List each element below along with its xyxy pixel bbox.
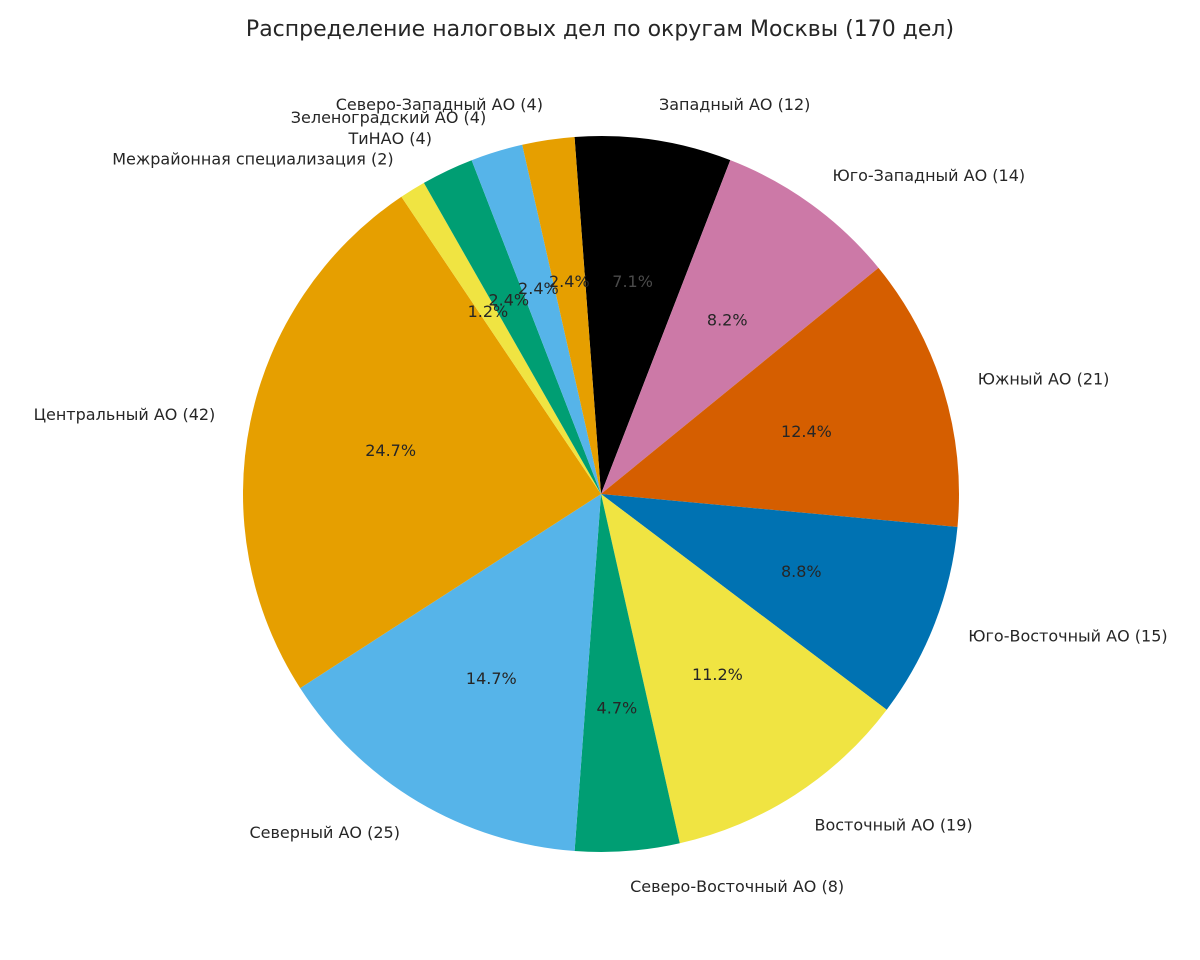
chart-title: Распределение налоговых дел по округам М…	[246, 17, 954, 42]
pie-slice	[574, 135, 731, 494]
slice-category-label: Межрайонная специализация (2)	[112, 150, 393, 169]
pie-slice	[601, 160, 879, 494]
pie-slice	[574, 494, 680, 852]
slice-category-label: Северный АО (25)	[249, 823, 400, 842]
category-labels: Западный АО (12) Юго-Западный АО (14) Южны…	[34, 95, 1168, 896]
slice-category-label: Юго-Западный АО (14)	[832, 166, 1025, 185]
slice-percent-label: 11.2%	[692, 665, 743, 684]
slice-percent-label: 2.4%	[549, 272, 590, 291]
slice-percent-label: 14.7%	[466, 669, 517, 688]
slice-category-label: Северо-Западный АО (4)	[336, 95, 543, 114]
pie-slice	[601, 494, 958, 710]
slice-category-label: ТиНАО (4)	[347, 129, 432, 148]
pie-slice	[423, 160, 601, 494]
slice-category-label: Юго-Восточный АО (15)	[968, 627, 1167, 646]
slice-percent-label: 7.1%	[612, 272, 653, 291]
slice-percent-label: 1.2%	[468, 302, 509, 321]
slice-percent-label: 24.7%	[365, 441, 416, 460]
pie-slices	[242, 135, 960, 852]
slice-percent-label: 2.4%	[518, 279, 559, 298]
slice-category-label: Зеленоградский АО (4)	[291, 108, 486, 127]
pie-slice	[242, 196, 601, 689]
slice-category-label: Южный АО (21)	[978, 370, 1110, 389]
pie-slice	[601, 267, 960, 527]
slice-category-label: Центральный АО (42)	[34, 405, 216, 424]
slice-category-label: Северо-Восточный АО (8)	[630, 877, 844, 896]
pie-slice	[471, 144, 601, 494]
slice-category-label: Западный АО (12)	[659, 95, 810, 114]
pie-slice	[401, 182, 601, 494]
slice-percent-label: 4.7%	[597, 699, 638, 718]
percent-labels: 7.1% 8.2% 12.4% 8.8% 11.2% 4.7% 14.7% 24.7% 1.2%…	[365, 272, 832, 718]
slice-percent-label: 8.8%	[781, 562, 822, 581]
pie-slice	[522, 136, 601, 495]
slice-category-label: Восточный АО (19)	[814, 815, 972, 834]
pie-slice	[300, 494, 601, 852]
slice-percent-label: 12.4%	[781, 422, 832, 441]
pie-slice	[601, 494, 887, 844]
slice-percent-label: 8.2%	[707, 311, 748, 330]
slice-percent-label: 2.4%	[488, 290, 529, 309]
